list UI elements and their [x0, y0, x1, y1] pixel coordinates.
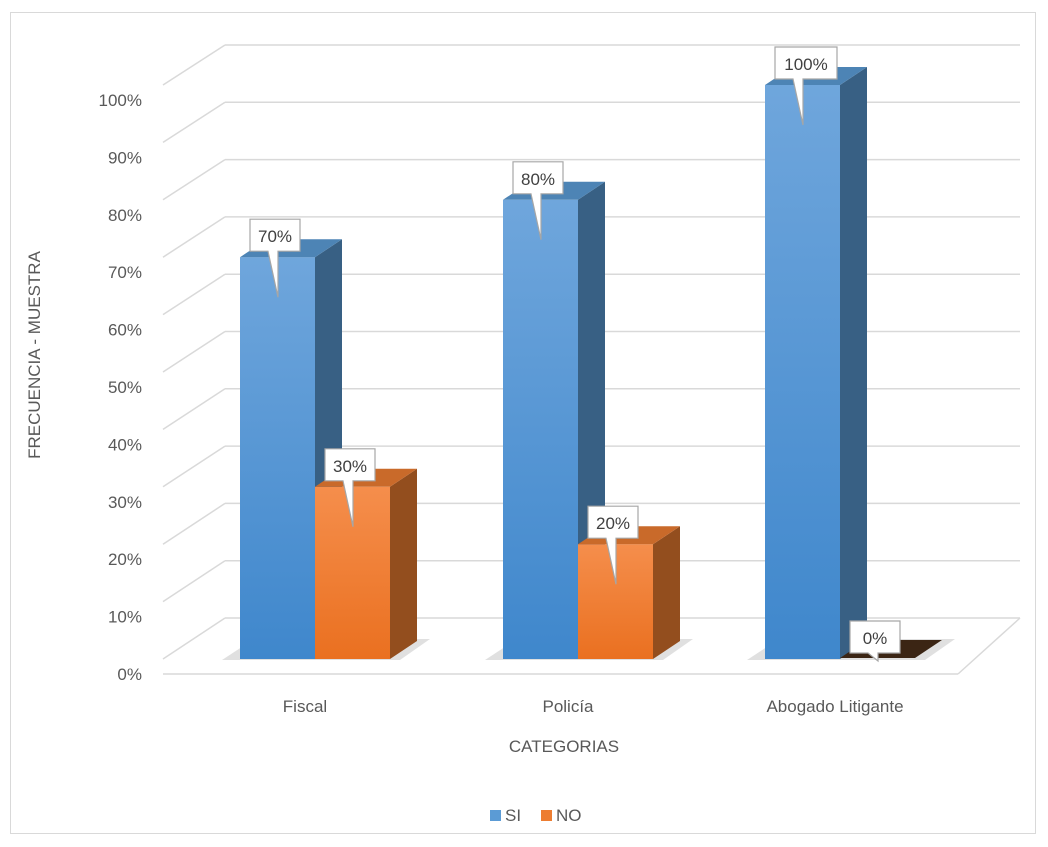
data-label-text: 30% — [333, 457, 367, 476]
x-axis-title: CATEGORIAS — [509, 737, 619, 756]
gridline-side-9 — [162, 101, 226, 144]
bar-front — [503, 199, 578, 660]
y-tick-label: 90% — [108, 148, 142, 167]
data-label-text: 80% — [521, 170, 555, 189]
data-label-text: 100% — [784, 55, 827, 74]
bar-no-1 — [578, 526, 680, 659]
bar-front — [765, 85, 840, 659]
data-label-callout — [512, 161, 564, 240]
y-tick-label: 10% — [108, 608, 142, 627]
x-category-label: Fiscal — [283, 697, 327, 716]
bar-no-0 — [315, 468, 417, 659]
bar-side — [653, 526, 680, 659]
gridline-side-3 — [162, 445, 226, 488]
data-label: 80% — [512, 161, 564, 240]
gridline-side-0 — [162, 617, 226, 660]
data-label: 100% — [774, 46, 838, 126]
gridline-side-6 — [162, 273, 226, 316]
y-tick-label: 20% — [108, 550, 142, 569]
gridline-side-2 — [162, 502, 226, 545]
y-tick-label: 60% — [108, 321, 142, 340]
data-label-callout — [774, 46, 838, 126]
y-axis-ticks: 0% 10% 20% 30% 40% 50% 60% 70% 80% 90% 100% — [99, 91, 142, 684]
y-tick-label: 0% — [117, 665, 142, 684]
legend-label-no: NO — [556, 806, 582, 825]
y-axis-title: FRECUENCIA - MUESTRA — [25, 250, 44, 458]
data-label-text: 20% — [596, 514, 630, 533]
gridline-side-7 — [162, 216, 226, 258]
y-tick-label: 50% — [108, 378, 142, 397]
gridline-side-4 — [162, 388, 226, 431]
data-label-callout — [324, 448, 376, 527]
x-axis-categories: Fiscal Policía Abogado Litigante — [283, 697, 904, 716]
x-category-label: Abogado Litigante — [766, 697, 903, 716]
y-tick-label: 80% — [108, 206, 142, 225]
gridline-side-10 — [162, 44, 226, 86]
data-label-text: 0% — [863, 629, 888, 648]
bar-si-1 — [503, 181, 605, 660]
legend-label-si: SI — [505, 806, 521, 825]
data-label: 30% — [324, 448, 376, 527]
legend-swatch-si — [490, 810, 501, 821]
gridline-side-5 — [162, 330, 226, 373]
y-tick-label: 100% — [99, 91, 142, 110]
data-label-text: 70% — [258, 227, 292, 246]
bar-si-2 — [765, 67, 867, 659]
bar-front — [240, 257, 315, 659]
floor-right-edge — [957, 617, 1021, 675]
x-category-label: Policía — [542, 697, 594, 716]
gridline-side-8 — [162, 158, 226, 201]
data-labels: 70% 30% 80% 20% 100% 0% — [249, 46, 901, 663]
legend: SI NO — [490, 806, 582, 825]
gridlines — [162, 44, 1021, 675]
data-label: 20% — [587, 505, 639, 585]
bar-side — [390, 468, 417, 659]
legend-swatch-no — [541, 810, 552, 821]
data-label-callout — [249, 218, 301, 298]
data-label-callout — [587, 505, 639, 585]
data-label-callout — [849, 620, 901, 663]
y-tick-label: 30% — [108, 493, 142, 512]
bar-side — [840, 67, 867, 659]
data-label: 0% — [849, 620, 901, 663]
y-tick-label: 70% — [108, 263, 142, 282]
y-tick-label: 40% — [108, 435, 142, 454]
data-label: 70% — [249, 218, 301, 298]
gridline-side-1 — [162, 560, 226, 603]
bars — [240, 67, 942, 660]
